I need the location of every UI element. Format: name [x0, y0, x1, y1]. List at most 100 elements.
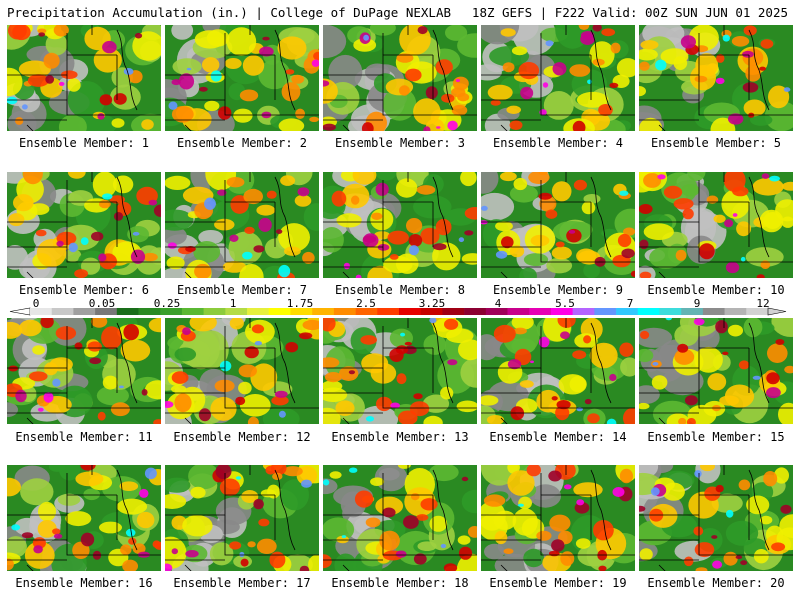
- ensemble-member-map: [165, 25, 319, 131]
- colorbar-segment: [507, 308, 530, 315]
- colorbar-tick-label: 7: [626, 297, 634, 310]
- colorbar-segment: [268, 308, 291, 315]
- precip-map: [7, 172, 161, 278]
- ensemble-member-map: [7, 318, 161, 424]
- colorbar-segment: [181, 308, 204, 315]
- colorbar-segment: [702, 308, 725, 315]
- ensemble-member-label: Ensemble Member: 17: [173, 576, 311, 590]
- colorbar-tick-label: 0.25: [153, 297, 181, 310]
- colorbar-min-arrow: [9, 307, 31, 316]
- colorbar-segment: [485, 308, 508, 315]
- ensemble-member-label: Ensemble Member: 11: [15, 430, 153, 444]
- ensemble-member-map: [165, 318, 319, 424]
- colorbar-segment: [659, 308, 682, 315]
- colorbar-segment: [572, 308, 595, 315]
- ensemble-member-map: [639, 25, 793, 131]
- ensemble-member-map: [481, 318, 635, 424]
- precip-map: [639, 172, 793, 278]
- colorbar-segment: [160, 308, 183, 315]
- colorbar-segment: [225, 308, 248, 315]
- colorbar-segment: [247, 308, 270, 315]
- ensemble-member-label: Ensemble Member: 8: [334, 283, 466, 297]
- precip-map: [323, 25, 477, 131]
- colorbar-segment: [594, 308, 617, 315]
- colorbar-tick-label: 0: [32, 297, 40, 310]
- model-valid-time: 18Z GEFS | F222 Valid: 00Z SUN JUN 01 20…: [471, 5, 788, 20]
- colorbar-segment: [616, 308, 639, 315]
- colorbar-segment: [399, 308, 422, 315]
- ensemble-member-label: Ensemble Member: 9: [492, 283, 624, 297]
- colorbar-tick-label: 9: [693, 297, 701, 310]
- precip-map: [481, 25, 635, 131]
- ensemble-member-map: [481, 465, 635, 571]
- ensemble-member-map: [7, 465, 161, 571]
- precip-map: [7, 465, 161, 571]
- ensemble-member-label: Ensemble Member: 6: [18, 283, 150, 297]
- page-title: Precipitation Accumulation (in.) | Colle…: [7, 5, 452, 20]
- colorbar-tick-label: 4: [494, 297, 502, 310]
- precip-map: [323, 465, 477, 571]
- precip-map: [639, 318, 793, 424]
- ensemble-member-label: Ensemble Member: 16: [15, 576, 153, 590]
- precip-map: [7, 25, 161, 131]
- ensemble-member-map: [7, 25, 161, 131]
- ensemble-member-label: Ensemble Member: 18: [331, 576, 469, 590]
- ensemble-member-map: [639, 465, 793, 571]
- ensemble-member-label: Ensemble Member: 12: [173, 430, 311, 444]
- ensemble-member-map: [323, 465, 477, 571]
- ensemble-member-label: Ensemble Member: 2: [176, 136, 308, 150]
- colorbar-segment: [681, 308, 704, 315]
- precip-map: [165, 25, 319, 131]
- colorbar-segment: [95, 308, 118, 315]
- ensemble-member-label: Ensemble Member: 14: [489, 430, 627, 444]
- ensemble-member-map: [323, 25, 477, 131]
- precip-map: [481, 465, 635, 571]
- colorbar-segment: [442, 308, 465, 315]
- precip-map: [323, 318, 477, 424]
- ensemble-member-label: Ensemble Member: 13: [331, 430, 469, 444]
- precip-map: [323, 172, 477, 278]
- ensemble-member-map: [481, 172, 635, 278]
- ensemble-member-label: Ensemble Member: 3: [334, 136, 466, 150]
- colorbar-segment: [73, 308, 96, 315]
- ensemble-member-map: [165, 172, 319, 278]
- colorbar-segment: [529, 308, 552, 315]
- ensemble-member-label: Ensemble Member: 19: [489, 576, 627, 590]
- ensemble-member-map: [323, 172, 477, 278]
- colorbar-segment: [290, 308, 313, 315]
- ensemble-member-map: [165, 465, 319, 571]
- ensemble-member-map: [7, 172, 161, 278]
- colorbar-tick-label: 3.25: [418, 297, 446, 310]
- colorbar-tick-label: 5.5: [555, 297, 575, 310]
- colorbar-segment: [746, 308, 769, 315]
- ensemble-member-label: Ensemble Member: 15: [647, 430, 785, 444]
- colorbar-segment: [203, 308, 226, 315]
- precip-map: [639, 25, 793, 131]
- precip-map: [7, 318, 161, 424]
- ensemble-member-label: Ensemble Member: 1: [18, 136, 150, 150]
- precip-map: [639, 465, 793, 571]
- ensemble-member-label: Ensemble Member: 7: [176, 283, 308, 297]
- colorbar-segment: [312, 308, 335, 315]
- colorbar-tick-label: 12: [756, 297, 770, 310]
- colorbar-tick-label: 2.5: [356, 297, 376, 310]
- colorbar-max-arrow: [767, 307, 787, 316]
- ensemble-member-label: Ensemble Member: 20: [647, 576, 785, 590]
- precip-map: [165, 465, 319, 571]
- colorbar-segment: [550, 308, 573, 315]
- ensemble-member-label: Ensemble Member: 4: [492, 136, 624, 150]
- colorbar-tick-label: 0.05: [88, 297, 116, 310]
- colorbar-segment: [30, 308, 53, 315]
- precip-map: [165, 318, 319, 424]
- precip-map: [481, 318, 635, 424]
- colorbar-tick-label: 1: [229, 297, 237, 310]
- ensemble-member-map: [481, 25, 635, 131]
- precip-map: [481, 172, 635, 278]
- colorbar-tick-label: 1.75: [286, 297, 314, 310]
- precip-map: [165, 172, 319, 278]
- colorbar-segment: [138, 308, 161, 315]
- colorbar-segment: [420, 308, 443, 315]
- ensemble-member-label: Ensemble Member: 5: [650, 136, 782, 150]
- ensemble-member-map: [639, 172, 793, 278]
- colorbar-segment: [637, 308, 660, 315]
